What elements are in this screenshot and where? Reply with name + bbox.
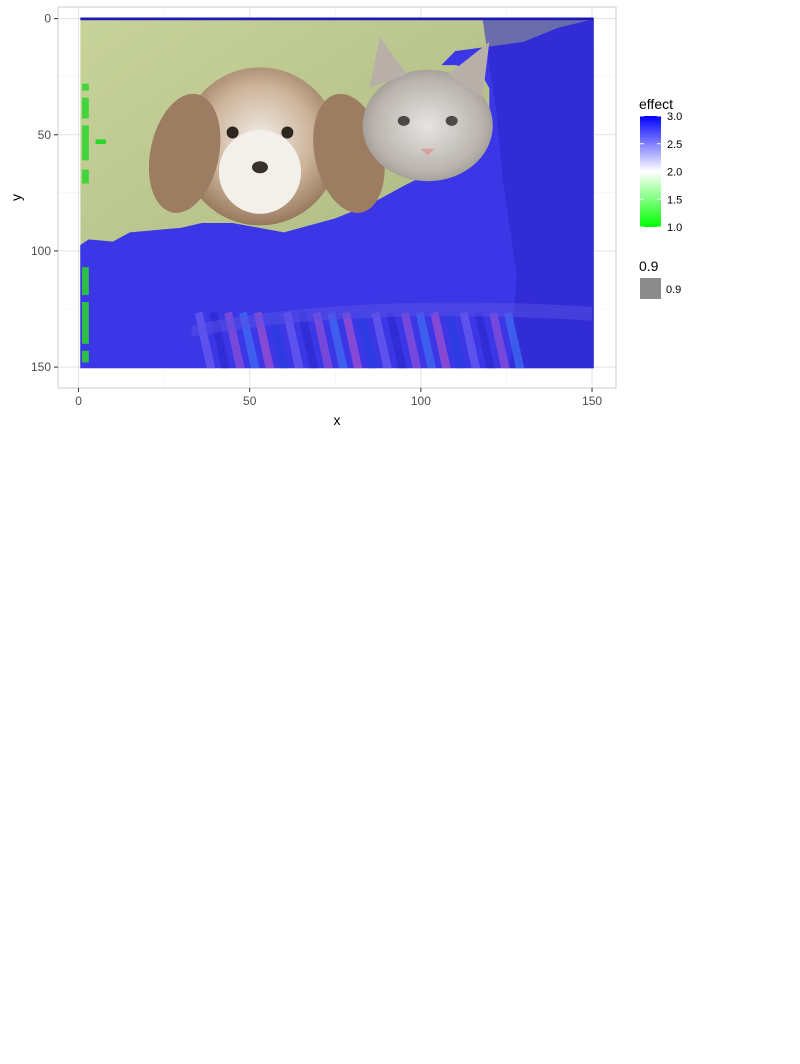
region-bodies-and-blanket (80, 19, 594, 369)
x-tick-label: 50 (243, 394, 257, 408)
kitten-ear-left (369, 37, 408, 89)
blanket-stripe (342, 311, 363, 369)
kitten-head (362, 37, 493, 182)
blanket-stripe (489, 311, 510, 369)
effect-legend-label: 2.0 (667, 167, 682, 179)
effect-legend-title: effect (639, 96, 673, 112)
blanket-stripe (504, 311, 525, 369)
kitten-nose (420, 148, 435, 156)
green-cell (81, 302, 89, 344)
y-axis-title: y (8, 194, 24, 201)
effect-legend-ticks: 1.0 1.5 2.0 2.5 3.0 (640, 111, 682, 234)
chart: 0 50 100 150 0 50 100 150 x y effect 1.0 1.5 2.0 2… (0, 0, 800, 440)
green-cell (81, 350, 89, 363)
x-tick-label: 0 (75, 394, 82, 408)
blanket-stripe (401, 311, 422, 369)
x-tick-label: 150 (582, 394, 602, 408)
blanket-stripe (459, 311, 481, 369)
heatmap-image (80, 17, 594, 369)
kitten-face (362, 69, 493, 182)
green-cell (81, 169, 89, 184)
region-left-edge-strip (81, 83, 106, 363)
puppy-nose (251, 161, 268, 174)
effect-legend-label: 1.0 (667, 222, 682, 234)
blanket-stripe (268, 311, 289, 369)
alpha-legend-key (640, 278, 661, 299)
x-tick-label: 100 (411, 394, 431, 408)
y-tick-label: 150 (31, 360, 51, 374)
y-tick-label: 100 (31, 244, 51, 258)
green-cell (81, 267, 89, 296)
green-cell (81, 83, 89, 91)
blanket-stripe (297, 311, 319, 369)
green-cell (81, 125, 89, 161)
alpha-legend: 0.9 0.9 (639, 258, 681, 299)
effect-colorbar (640, 116, 661, 227)
blanket-stripe (430, 311, 451, 369)
y-tick-label: 0 (44, 12, 51, 26)
kitten-eye-right (445, 115, 458, 126)
region-right-dark (482, 18, 594, 369)
effect-legend-label: 1.5 (667, 194, 682, 206)
blanket-stripe (415, 311, 437, 369)
axes: 0 50 100 150 0 50 100 150 (31, 12, 602, 408)
blanket-stripe (445, 311, 466, 369)
puppy-ear-left (148, 93, 221, 213)
blanket-stripes (191, 302, 593, 369)
kitten-eye-left (397, 115, 410, 126)
puppy-eye-left (226, 126, 239, 139)
puppy-eye-right (281, 126, 294, 139)
blanket-stripe (327, 311, 348, 369)
alpha-legend-label: 0.9 (666, 284, 681, 296)
blanket-fold (191, 302, 593, 337)
y-tick-label: 50 (38, 128, 52, 142)
panel-border (57, 6, 617, 389)
blanket-stripe (386, 311, 407, 369)
blanket-stripe (371, 311, 392, 369)
effect-legend: effect 1.0 1.5 2.0 2.5 3.0 (639, 96, 682, 234)
effect-legend-label: 2.5 (667, 139, 682, 151)
green-cell (95, 139, 106, 145)
region-top-border (80, 17, 594, 21)
alpha-legend-title: 0.9 (639, 258, 659, 274)
chart-svg: 0 50 100 150 0 50 100 150 x y effect 1.0 1.5 2.0 2… (8, 6, 682, 428)
effect-legend-label: 3.0 (667, 111, 682, 123)
blanket-stripe (474, 311, 495, 369)
kitten-ear-right (448, 41, 490, 98)
blanket-stripe (283, 311, 304, 369)
blanket-stripe (356, 311, 378, 369)
blanket-stripe (312, 311, 333, 369)
x-axis-title: x (334, 412, 341, 428)
green-cell (81, 97, 89, 119)
puppy-head (148, 67, 385, 226)
